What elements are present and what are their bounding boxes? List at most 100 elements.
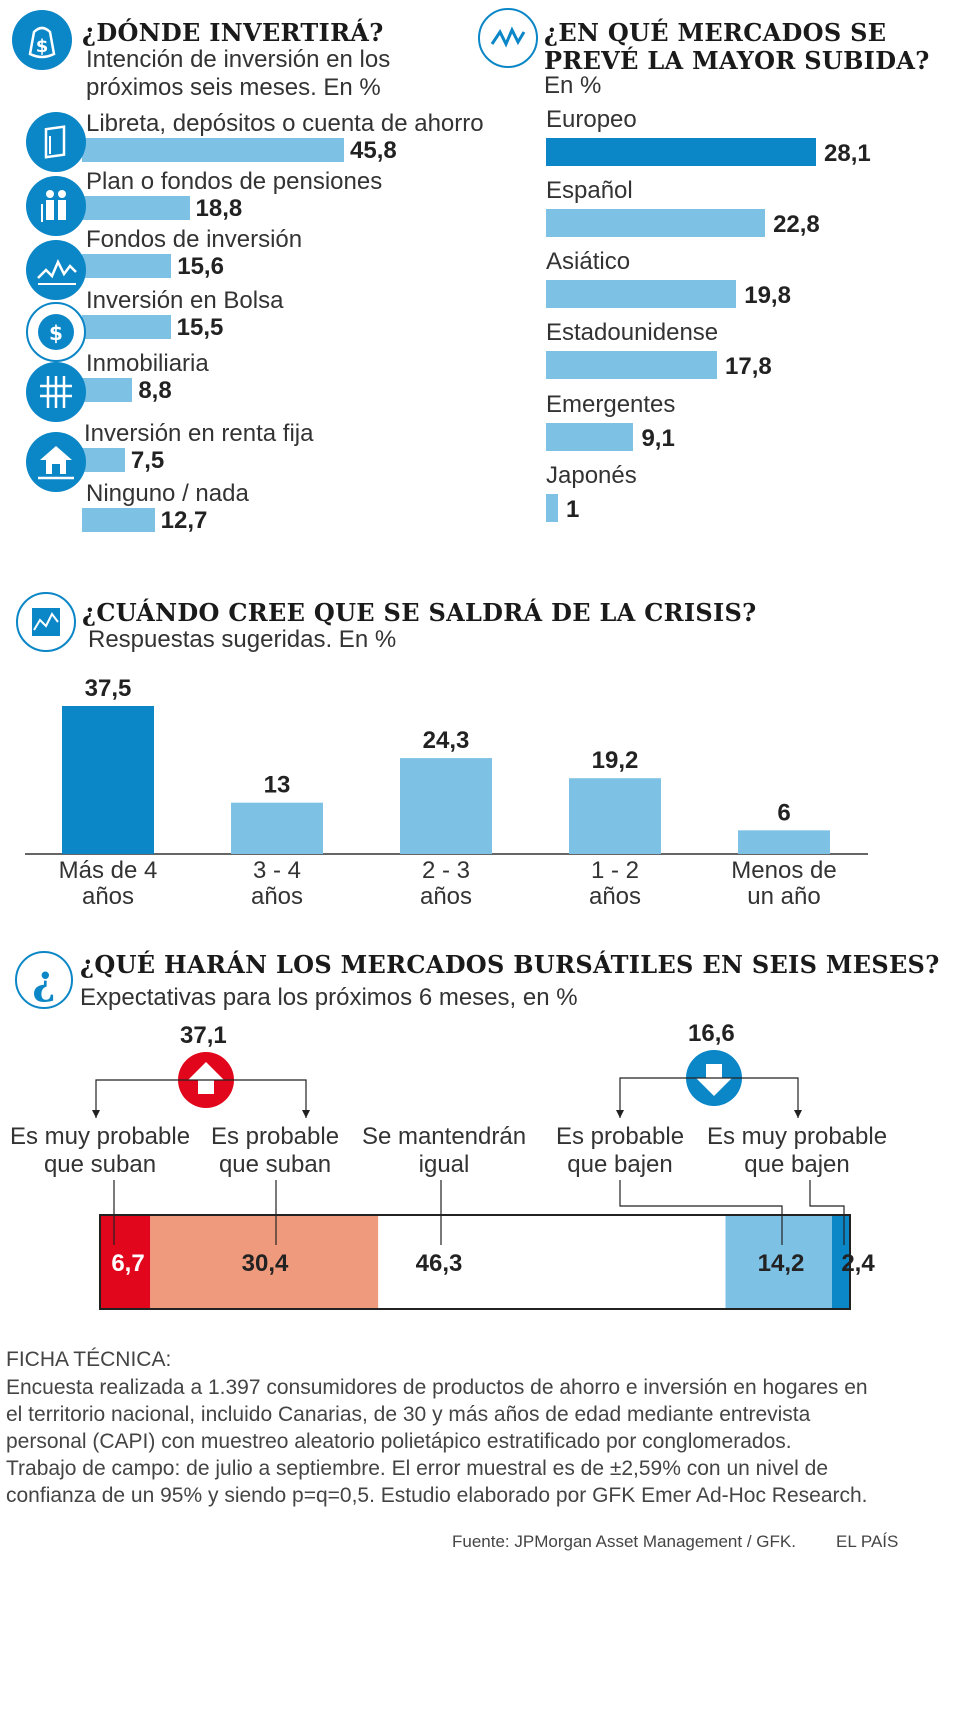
crisis-bar bbox=[738, 830, 830, 854]
bolsa-segment bbox=[100, 1215, 151, 1309]
crisis-category-label: años bbox=[589, 883, 641, 910]
ficha-line-4: Trabajo de campo: de julio a septiembre.… bbox=[6, 1457, 829, 1480]
donde-category-label: Ninguno / nada bbox=[86, 480, 249, 507]
building-icon bbox=[26, 362, 86, 422]
bolsa-category-label: que suban bbox=[219, 1151, 331, 1178]
down-total-label: 16,6 bbox=[688, 1020, 735, 1047]
pension-couple-icon bbox=[26, 176, 86, 236]
crisis-bar bbox=[62, 706, 154, 854]
svg-text:$: $ bbox=[36, 36, 49, 57]
mercados-value-label: 9,1 bbox=[641, 425, 675, 452]
fund-chart-icon bbox=[26, 240, 86, 300]
donde-value-label: 15,5 bbox=[176, 314, 224, 341]
crisis-category-label: 1 - 2 bbox=[591, 857, 639, 884]
crisis-category-label: 2 - 3 bbox=[422, 857, 470, 884]
bolsa-connector bbox=[619, 1180, 783, 1245]
chart-icon bbox=[16, 592, 76, 652]
crisis-value-label: 6 bbox=[777, 799, 790, 826]
ficha-line-5: confianza de un 95% y siendo p=q=0,5. Es… bbox=[6, 1484, 868, 1507]
up-total-label: 37,1 bbox=[180, 1022, 227, 1049]
bolsa-title: ¿QUÉ HARÁN LOS MERCADOS BURSÁTILES EN SE… bbox=[80, 950, 940, 979]
bolsa-category-label: que suban bbox=[44, 1151, 156, 1178]
mercados-bar bbox=[546, 423, 634, 451]
mercados-value-label: 22,8 bbox=[773, 211, 820, 238]
bolsa-value-label: 46,3 bbox=[416, 1250, 463, 1277]
donde-subtitle-1: Intención de inversión en los bbox=[86, 46, 391, 73]
mercados-category-label: Japonés bbox=[546, 462, 637, 489]
donde-category-label: Plan o fondos de pensiones bbox=[86, 168, 383, 195]
donde-value-label: 12,7 bbox=[160, 507, 208, 534]
bolsa-category-label: Es probable bbox=[211, 1123, 339, 1150]
crisis-category-label: un año bbox=[747, 883, 820, 910]
brand-credit: EL PAÍS bbox=[836, 1532, 899, 1551]
bolsa-category-label: Se mantendrán bbox=[362, 1123, 526, 1150]
crisis-category-label: años bbox=[420, 883, 472, 910]
donde-bar bbox=[82, 138, 344, 162]
crisis-bar bbox=[569, 778, 661, 854]
crisis-value-label: 19,2 bbox=[592, 747, 639, 774]
bolsa-category-label: Es muy probable bbox=[10, 1123, 190, 1150]
bolsa-bracket-arrow bbox=[92, 1110, 100, 1118]
bolsa-bracket bbox=[95, 1079, 307, 1118]
mercados-category-label: Emergentes bbox=[546, 391, 676, 418]
bolsa-category-label: Es muy probable bbox=[707, 1123, 887, 1150]
donde-category-label: Libreta, depósitos o cuenta de ahorro bbox=[86, 110, 484, 137]
donde-bar bbox=[82, 508, 155, 532]
donde-title: ¿DÓNDE INVERTIRÁ? bbox=[82, 18, 384, 47]
donde-value-label: 45,8 bbox=[350, 137, 397, 164]
mercados-value-label: 19,8 bbox=[744, 282, 791, 309]
donde-category-label: Fondos de inversión bbox=[86, 226, 303, 253]
mercados-value-label: 28,1 bbox=[824, 140, 871, 167]
mercados-category-label: Español bbox=[546, 177, 633, 204]
donde-bar bbox=[82, 254, 172, 278]
question-icon: ¿ bbox=[12, 948, 76, 1017]
ficha-heading: FICHA TÉCNICA: bbox=[6, 1348, 172, 1371]
crisis-category-label: Más de 4 bbox=[59, 857, 158, 884]
ficha-line-3: personal (CAPI) con muestreo aleatorio p… bbox=[6, 1430, 792, 1453]
bolsa-segment bbox=[378, 1215, 726, 1309]
mercados-category-label: Europeo bbox=[546, 106, 637, 133]
donde-category-label: Inmobiliaria bbox=[86, 350, 209, 377]
crisis-category-label: Menos de bbox=[731, 857, 836, 884]
donde-value-label: 15,6 bbox=[177, 253, 224, 280]
bolsa-category-label: que bajen bbox=[567, 1151, 672, 1178]
donde-category-label: Inversión en renta fija bbox=[84, 420, 314, 447]
donde-bar bbox=[82, 196, 190, 220]
donde-bar bbox=[82, 315, 171, 339]
donde-bar bbox=[82, 448, 125, 472]
bolsa-bracket-arrow bbox=[302, 1110, 310, 1118]
bolsa-bar-outline bbox=[99, 1214, 851, 1310]
bolsa-category-label: igual bbox=[419, 1151, 470, 1178]
passbook-icon bbox=[26, 112, 86, 172]
crisis-bar bbox=[231, 802, 323, 854]
donde-category-label: Inversión en Bolsa bbox=[86, 287, 284, 314]
bolsa-segment bbox=[150, 1215, 379, 1309]
bolsa-value-label: 2,4 bbox=[841, 1250, 875, 1277]
mercados-bar bbox=[546, 351, 718, 379]
crisis-bar bbox=[400, 758, 492, 854]
ficha-line-1: Encuesta realizada a 1.397 consumidores … bbox=[6, 1376, 868, 1399]
bolsa-subtitle: Expectativas para los próximos 6 meses, … bbox=[80, 984, 578, 1011]
mercados-category-label: Asiático bbox=[546, 248, 631, 275]
donde-subtitle-2: próximos seis meses. En % bbox=[86, 74, 381, 101]
mercados-bar bbox=[546, 209, 766, 237]
bolsa-connector bbox=[809, 1180, 845, 1245]
bolsa-bracket bbox=[619, 1077, 799, 1118]
crisis-category-label: años bbox=[251, 883, 303, 910]
mercados-bar bbox=[546, 280, 737, 308]
pulse-icon bbox=[478, 8, 538, 68]
mercados-bar bbox=[546, 494, 558, 522]
crisis-category-label: años bbox=[82, 883, 134, 910]
bolsa-segment bbox=[832, 1215, 850, 1309]
mercados-bar bbox=[546, 138, 816, 166]
source-credit: Fuente: JPMorgan Asset Management / GFK. bbox=[452, 1532, 796, 1551]
crisis-value-label: 13 bbox=[264, 772, 291, 799]
mercados-value-label: 17,8 bbox=[725, 353, 772, 380]
dollar-bag-icon: $ bbox=[26, 302, 86, 362]
crisis-title: ¿CUÁNDO CREE QUE SE SALDRÁ DE LA CRISIS? bbox=[82, 598, 757, 627]
svg-text:$: $ bbox=[49, 321, 63, 345]
donde-value-label: 7,5 bbox=[130, 447, 165, 474]
bolsa-bracket-arrow bbox=[616, 1110, 624, 1118]
